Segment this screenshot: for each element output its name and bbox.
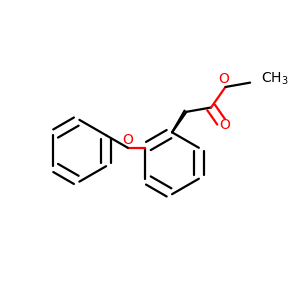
Text: O: O — [122, 133, 133, 146]
Text: O: O — [219, 118, 230, 132]
Text: O: O — [218, 72, 230, 86]
Text: CH$_3$: CH$_3$ — [261, 71, 289, 87]
